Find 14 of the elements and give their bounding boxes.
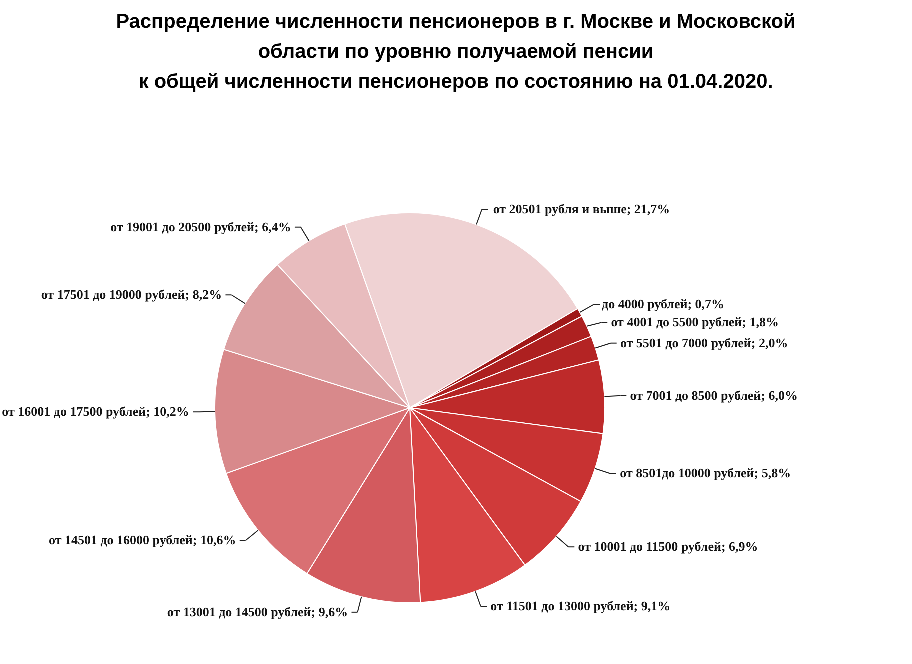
- chart-title: Распределение численности пенсионеров в г. Москве и Московской области по уровню получаемой пенсии к общей численности пенсионеров по состоянию на 01.04.2020.: [116, 11, 796, 93]
- slice-label: от 17501 до 19000 рублей; 8,2%: [41, 287, 222, 302]
- slice-label: от 16001 до 17500 рублей; 10,2%: [2, 404, 190, 420]
- slice-label: от 14501 до 16000 рублей; 10,6%: [49, 532, 236, 548]
- slice-label: от 7001 до 8500 рублей; 6,0%: [630, 388, 798, 403]
- slice-label: от 11501 до 13000 рублей; 9,1%: [490, 598, 671, 614]
- slice-label: от 4001 до 5500 рублей; 1,8%: [611, 314, 779, 330]
- slice-label: до 4000 рублей; 0,7%: [602, 296, 725, 312]
- slice-label: от 10001 до 11500 рублей; 6,9%: [578, 539, 758, 554]
- slice-label: от 5501 до 7000 рублей; 2,0%: [620, 335, 788, 350]
- slice-label: от 8501до 10000 рублей; 5,8%: [620, 466, 792, 481]
- slice-label: от 13001 до 14500 рублей; 9,6%: [167, 604, 348, 620]
- slice-label: от 20501 рубля и выше; 21,7%: [493, 202, 670, 217]
- slice-label: от 19001 до 20500 рублей; 6,4%: [110, 219, 292, 234]
